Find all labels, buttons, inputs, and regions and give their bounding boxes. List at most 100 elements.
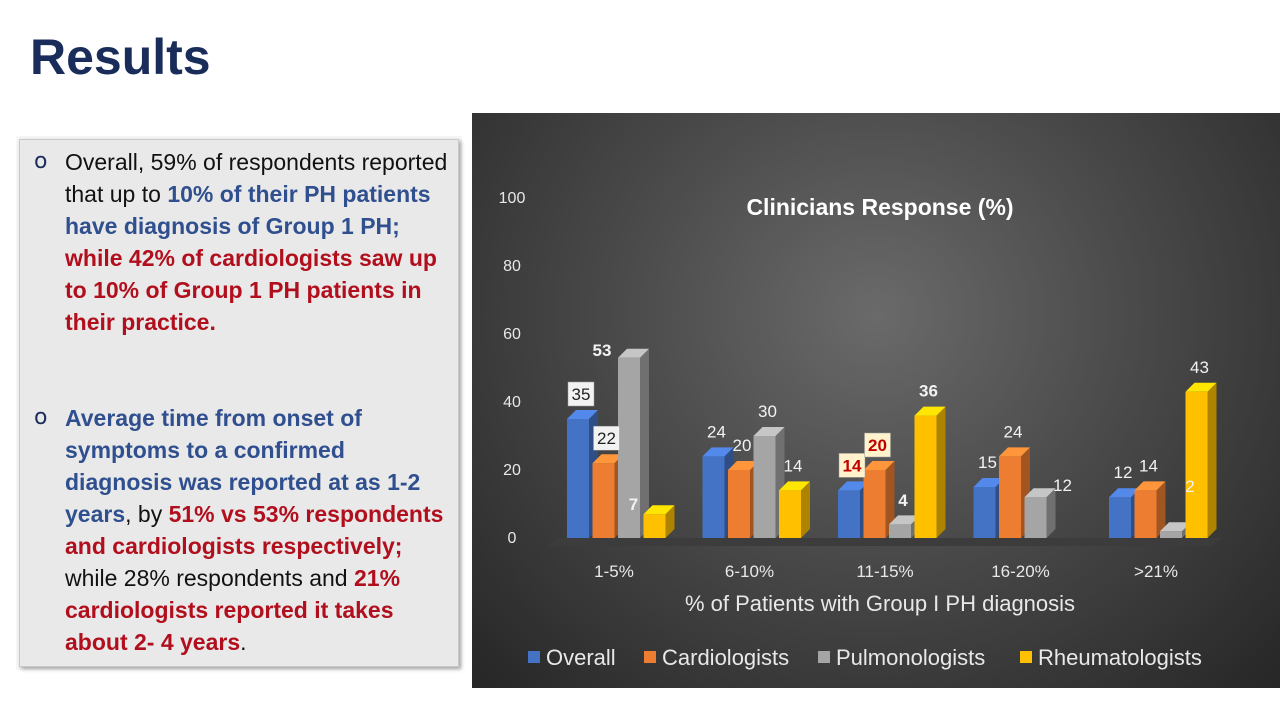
bullet-2-segment: .: [240, 629, 247, 655]
data-label: 35: [572, 385, 591, 404]
bullet-marker-1: o: [34, 149, 48, 174]
bullet-2-segment: , by: [125, 501, 169, 527]
y-tick-label: 20: [503, 462, 521, 479]
bar-top: [973, 478, 1005, 487]
x-axis-title: % of Patients with Group I PH diagnosis: [685, 591, 1075, 616]
bar-pulmonologists-2: [889, 524, 911, 538]
bullet-1-segment: 10% of their PH patients have diagnosis …: [65, 181, 431, 239]
data-label: 14: [784, 456, 803, 475]
bar-pulmonologists-0: [618, 357, 640, 538]
bar-top: [753, 427, 785, 436]
bar-pulmonologists-4: [1160, 531, 1182, 538]
bar-rheumatologists-0: [643, 514, 666, 538]
bar-top: [1024, 488, 1056, 498]
data-label: 43: [1190, 358, 1209, 377]
data-label-box: [838, 453, 866, 478]
bar-top: [728, 461, 759, 470]
bar-side: [640, 348, 649, 538]
bullet-2-segment: 21% cardiologists reported it takes abou…: [65, 565, 401, 655]
bar-side: [801, 481, 810, 538]
bar-cardiologists-3: [999, 456, 1021, 538]
data-label: 12: [1114, 463, 1133, 482]
bullet-1-segment: Overall, 59% of respondents reported tha…: [65, 149, 448, 207]
data-label: 4: [898, 491, 908, 510]
data-label: 7: [629, 495, 638, 514]
bar-cardiologists-4: [1134, 490, 1157, 538]
bar-top: [702, 447, 734, 457]
data-label-box: [864, 432, 891, 458]
bar-chart: Clinicians Response (%) 0 20 40 60 80 100 35 2…: [499, 190, 1222, 670]
bar-top: [1134, 481, 1166, 491]
bullet-1-segment: while 42% of cardiologists saw up to 10%…: [65, 245, 437, 335]
bar-top: [914, 406, 946, 416]
y-tick-label: 0: [508, 530, 517, 547]
data-label: 12: [1053, 476, 1072, 495]
slide-title: Results: [30, 29, 211, 85]
data-label: 53: [593, 341, 612, 360]
bar-side: [936, 406, 946, 538]
legend-swatch-cardiologists: [644, 651, 656, 663]
bar-overall-4: [1109, 497, 1131, 538]
x-tick-label: 16-20%: [991, 562, 1050, 581]
bar-rheumatologists-4: [1185, 391, 1208, 538]
bar-top: [889, 515, 920, 525]
x-tick-label: >21%: [1134, 562, 1178, 581]
bar-rheumatologists-2: [914, 415, 937, 538]
data-label-box: [567, 381, 595, 407]
bar-side: [1156, 481, 1166, 538]
data-label: 14: [843, 456, 862, 475]
bar-top: [567, 410, 598, 419]
bar-overall-1: [702, 456, 725, 538]
chart-title: Clinicians Response (%): [746, 194, 1013, 220]
bar-cardiologists-2: [863, 470, 886, 538]
bar-top: [1185, 382, 1217, 392]
data-label: 20: [733, 436, 752, 455]
bar-cardiologists-1: [728, 470, 750, 538]
bar-cardiologists-0: [592, 463, 615, 538]
bullet-text-1: Overall, 59% of respondents reported tha…: [65, 146, 457, 338]
y-tick-label: 60: [503, 326, 521, 343]
bullet-marker-2: o: [34, 405, 48, 430]
bullet-text-2: Average time from onset of symptoms to a…: [65, 402, 457, 658]
bullet-2-segment: Average time from onset of symptoms to a…: [65, 405, 421, 527]
bar-top: [779, 481, 810, 491]
chart-floor: [548, 538, 1222, 546]
legend-label-cardiologists: Cardiologists: [662, 645, 789, 670]
bullet-2-segment: while 28% respondents and: [65, 565, 354, 591]
data-label-box: [593, 425, 620, 451]
bar-top: [1109, 488, 1140, 498]
bar-side: [885, 461, 895, 538]
bar-top: [838, 481, 869, 491]
bar-overall-2: [838, 490, 860, 538]
bar-top: [999, 447, 1030, 457]
data-label: 14: [1139, 456, 1158, 475]
y-tick-label: 100: [499, 190, 526, 207]
bar-side: [665, 505, 675, 538]
y-tick-label: 80: [503, 258, 521, 275]
bar-overall-3: [973, 487, 996, 538]
findings-text-box: o Overall, 59% of respondents reported t…: [19, 139, 459, 667]
data-label: 30: [758, 402, 777, 421]
bar-top: [618, 348, 649, 358]
x-tick-label: 6-10%: [725, 562, 774, 581]
legend-label-rheumatologists: Rheumatologists: [1038, 645, 1202, 670]
bar-top: [1160, 522, 1191, 532]
legend-label-pulmonologists: Pulmonologists: [836, 645, 985, 670]
x-tick-label: 1-5%: [594, 562, 634, 581]
bar-top: [592, 454, 624, 464]
bar-pulmonologists-1: [753, 436, 776, 538]
bullet-2-segment: 51% vs 53% respondents and cardiologists…: [65, 501, 444, 559]
x-tick-label: 11-15%: [856, 562, 913, 581]
bar-rheumatologists-1: [779, 490, 801, 538]
bar-top: [643, 505, 675, 515]
bar-side: [1207, 382, 1217, 538]
data-label: 2: [1185, 477, 1194, 496]
legend-swatch-pulmonologists: [818, 651, 830, 663]
bar-pulmonologists-3: [1024, 497, 1047, 538]
data-label: 15: [978, 453, 997, 472]
data-label: 22: [597, 429, 616, 448]
bar-top: [863, 461, 895, 470]
bar-side: [1046, 488, 1056, 538]
data-label: 24: [707, 422, 726, 441]
legend-label-overall: Overall: [546, 645, 616, 670]
